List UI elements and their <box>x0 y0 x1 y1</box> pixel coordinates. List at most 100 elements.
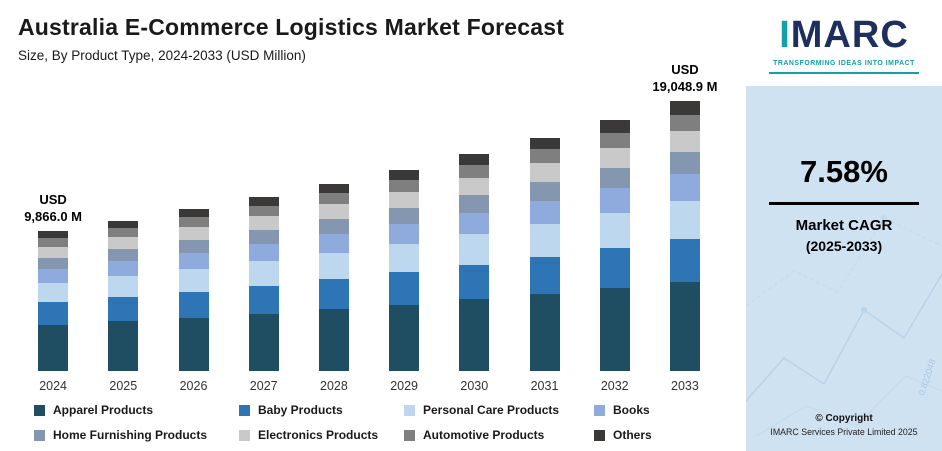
segment-electronics-products-2033 <box>669 130 700 153</box>
segment-baby-products-2033 <box>669 238 700 282</box>
segment-books-2032 <box>599 187 630 213</box>
segment-others-2027 <box>248 196 279 206</box>
segment-baby-products-2028 <box>318 279 349 310</box>
segment-others-2025 <box>108 220 139 229</box>
imarc-logo-rule <box>769 72 919 74</box>
legend-swatch-automotive-products <box>404 429 415 441</box>
x-tick-2027: 2027 <box>249 379 278 393</box>
segment-others-2031 <box>529 137 560 150</box>
bar-column-2031: 2031 <box>509 101 579 393</box>
segment-others-2030 <box>459 154 490 166</box>
segment-electronics-products-2029 <box>389 191 420 208</box>
segment-personal-care-products-2025 <box>108 276 139 298</box>
legend: Apparel Products Baby Products Personal Ca… <box>18 403 734 442</box>
legend-item-books: Books <box>594 403 734 417</box>
chart-panel: Australia E-Commerce Logistics Market Fo… <box>18 14 734 442</box>
segment-books-2029 <box>389 223 420 245</box>
segment-apparel-products-2032 <box>599 288 630 371</box>
copyright-line2: IMARC Services Private Limited 2025 <box>770 427 918 437</box>
segment-baby-products-2029 <box>389 272 420 305</box>
bar-2029 <box>389 169 420 371</box>
segment-apparel-products-2029 <box>389 304 420 371</box>
legend-label-baby-products: Baby Products <box>258 403 343 417</box>
segment-baby-products-2027 <box>248 285 279 314</box>
segment-apparel-products-2030 <box>459 299 490 371</box>
bar-2026 <box>178 209 209 371</box>
cagr-divider <box>769 202 919 205</box>
segment-apparel-products-2028 <box>318 309 349 371</box>
segment-others-2033 <box>669 101 700 115</box>
segment-apparel-products-2027 <box>248 313 279 371</box>
cagr-period: (2025-2033) <box>805 238 883 254</box>
legend-label-apparel-products: Apparel Products <box>53 403 154 417</box>
x-tick-2031: 2031 <box>530 379 559 393</box>
bar-column-2025: 2025 <box>88 101 158 393</box>
legend-item-electronics-products: Electronics Products <box>239 428 404 442</box>
legend-label-electronics-products: Electronics Products <box>258 428 379 442</box>
bar-2033 <box>669 101 700 371</box>
segment-automotive-products-2024 <box>38 238 69 247</box>
segment-personal-care-products-2027 <box>248 261 279 286</box>
bar-2030 <box>459 154 490 371</box>
segment-automotive-products-2030 <box>459 165 490 179</box>
segment-home-furnishing-products-2031 <box>529 182 560 201</box>
bar-2024 <box>38 231 69 371</box>
bar-column-2026: 2026 <box>158 101 228 393</box>
stacked-bar-chart: USD 9,866.0 M 2024 2025 2026 2027 2028 2029 2030… <box>18 62 734 393</box>
x-tick-2028: 2028 <box>320 379 348 393</box>
segment-home-furnishing-products-2024 <box>38 257 69 269</box>
segment-electronics-products-2028 <box>318 204 349 220</box>
page-subtitle: Size, By Product Type, 2024-2033 (USD Mi… <box>18 48 306 63</box>
imarc-logo-text: IMARC <box>779 14 909 56</box>
copyright: © Copyright IMARC Services Private Limit… <box>746 413 942 451</box>
segment-personal-care-products-2026 <box>178 269 209 292</box>
bar-column-2030: 2030 <box>439 101 509 393</box>
legend-item-personal-care-products: Personal Care Products <box>404 403 594 417</box>
imarc-logo: IMARC TRANSFORMING IDEAS INTO IMPACT <box>746 0 942 86</box>
segment-books-2025 <box>108 261 139 277</box>
segment-electronics-products-2032 <box>599 147 630 168</box>
segment-personal-care-products-2024 <box>38 282 69 303</box>
segment-electronics-products-2031 <box>529 163 560 183</box>
segment-apparel-products-2025 <box>108 321 139 371</box>
segment-apparel-products-2026 <box>178 317 209 371</box>
x-tick-2024: 2024 <box>39 379 67 393</box>
legend-item-automotive-products: Automotive Products <box>404 428 594 442</box>
legend-item-others: Others <box>594 428 734 442</box>
watermark-number: 0.822048 <box>916 358 937 397</box>
segment-apparel-products-2033 <box>669 281 700 371</box>
segment-electronics-products-2025 <box>108 237 139 250</box>
segment-baby-products-2032 <box>599 248 630 289</box>
segment-automotive-products-2033 <box>669 114 700 131</box>
x-tick-2033: 2033 <box>671 379 699 393</box>
segment-home-furnishing-products-2030 <box>459 195 490 213</box>
segment-others-2024 <box>38 231 69 239</box>
cagr-label: Market CAGR <box>795 217 893 234</box>
legend-label-automotive-products: Automotive Products <box>423 428 545 442</box>
imarc-logo-tagline: TRANSFORMING IDEAS INTO IMPACT <box>773 60 915 67</box>
segment-others-2032 <box>599 120 630 133</box>
segment-personal-care-products-2029 <box>389 244 420 273</box>
cagr-value: 7.58% <box>800 154 888 189</box>
sidebar: IMARC TRANSFORMING IDEAS INTO IMPACT 0.8… <box>746 0 942 451</box>
bar-column-2032: 2032 <box>580 101 650 393</box>
bar-column-2027: 2027 <box>229 101 299 393</box>
segment-baby-products-2025 <box>108 297 139 322</box>
segment-books-2030 <box>459 212 490 235</box>
legend-swatch-apparel-products <box>34 404 45 416</box>
segment-books-2024 <box>38 268 69 283</box>
segment-baby-products-2031 <box>529 256 560 295</box>
x-tick-2032: 2032 <box>600 379 629 393</box>
segment-home-furnishing-products-2027 <box>248 229 279 244</box>
segment-books-2028 <box>318 234 349 254</box>
bar-2027 <box>248 196 279 371</box>
segment-electronics-products-2030 <box>459 178 490 196</box>
bar-value-label-2024: USD 9,866.0 M <box>24 192 83 225</box>
legend-swatch-electronics-products <box>239 429 250 441</box>
x-tick-2026: 2026 <box>179 379 208 393</box>
segment-personal-care-products-2033 <box>669 200 700 239</box>
segment-personal-care-products-2028 <box>318 253 349 280</box>
segment-automotive-products-2032 <box>599 132 630 148</box>
segment-automotive-products-2029 <box>389 179 420 192</box>
